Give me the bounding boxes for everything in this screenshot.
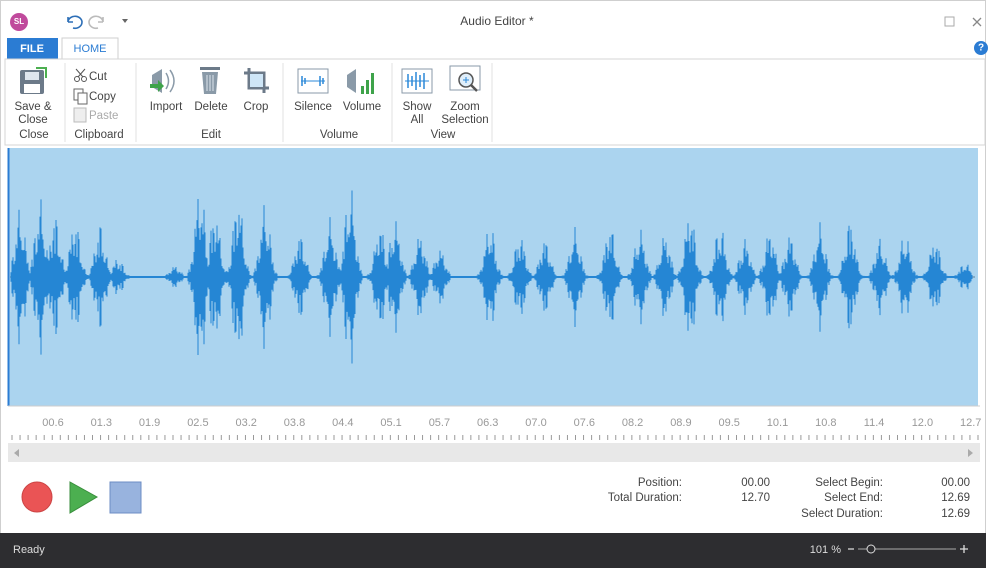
info-value: 12.69 <box>941 492 970 504</box>
redo-button[interactable] <box>88 15 104 30</box>
waveform <box>10 190 973 364</box>
time-label: 01.3 <box>91 417 112 429</box>
scrollbar[interactable] <box>8 443 980 462</box>
time-label: 07.6 <box>574 417 595 429</box>
button-label[interactable]: Zoom <box>450 101 479 113</box>
scroll-left[interactable] <box>14 449 19 457</box>
volume-icon <box>347 69 374 94</box>
file-tab[interactable] <box>7 38 58 59</box>
maximize-button[interactable] <box>944 16 955 27</box>
close-button[interactable] <box>972 17 982 27</box>
timeline: 00.6 01.3 01.9 02.5 03.2 03.8 04.4 05.1 05.7 06.3… <box>8 405 981 440</box>
save-close-icon <box>20 67 47 94</box>
time-label: 11.4 <box>864 417 885 429</box>
copy-icon <box>73 88 88 105</box>
time-label: 07.0 <box>525 417 546 429</box>
cut-icon <box>74 68 87 82</box>
time-label: 08.2 <box>622 417 643 429</box>
button-label[interactable]: Save & <box>14 101 51 113</box>
button-label[interactable]: All <box>411 114 424 126</box>
group-label: Edit <box>201 129 222 141</box>
scroll-right[interactable] <box>968 449 973 457</box>
button-label[interactable]: Import <box>150 101 183 113</box>
time-label: 00.6 <box>42 417 63 429</box>
time-label: 12.0 <box>912 417 933 429</box>
button-label[interactable]: Cut <box>89 71 108 83</box>
button-label[interactable]: Selection <box>441 114 488 126</box>
status-bar <box>0 533 986 568</box>
crop-icon <box>244 68 269 93</box>
info-label: Select Begin: <box>815 477 883 489</box>
status-text: Ready <box>13 544 45 556</box>
help-icon: ? <box>978 43 984 54</box>
info-label: Total Duration: <box>608 492 682 504</box>
group-label: Volume <box>320 129 358 141</box>
app-icon-text: SL <box>14 17 24 26</box>
info-value: 00.00 <box>941 477 970 489</box>
delete-icon <box>200 67 220 94</box>
time-label: 09.5 <box>718 417 739 429</box>
info-label: Select End: <box>824 492 883 504</box>
button-label[interactable]: Crop <box>244 101 269 113</box>
group-separators <box>64 63 493 142</box>
time-label: 08.9 <box>670 417 691 429</box>
show-all-icon <box>401 68 433 94</box>
tab-label: HOME <box>74 43 107 55</box>
info-value: 12.70 <box>741 492 770 504</box>
time-label: 06.3 <box>477 417 498 429</box>
ribbon <box>4 58 986 146</box>
button-label[interactable]: Volume <box>343 101 381 113</box>
time-label: 03.2 <box>235 417 256 429</box>
zoom-slider-thumb[interactable] <box>866 544 876 554</box>
info-label: Select Duration: <box>801 508 883 520</box>
time-label: 02.5 <box>187 417 208 429</box>
button-label[interactable]: Silence <box>294 101 332 113</box>
app-icon <box>10 13 28 31</box>
info-value: 00.00 <box>741 477 770 489</box>
button-label[interactable]: Delete <box>194 101 227 113</box>
stop-button[interactable] <box>109 481 142 514</box>
zoom-buttons[interactable] <box>848 545 968 553</box>
time-label: 03.8 <box>284 417 305 429</box>
time-label: 05.7 <box>429 417 450 429</box>
button-label: Paste <box>89 110 118 122</box>
time-label: 05.1 <box>380 417 401 429</box>
button-label[interactable]: Show <box>403 101 432 113</box>
import-icon <box>150 69 175 93</box>
silence-icon <box>297 68 329 94</box>
time-label: 01.9 <box>139 417 160 429</box>
help-button[interactable] <box>974 41 988 55</box>
group-label: View <box>431 129 456 141</box>
info-value: 12.69 <box>941 508 970 520</box>
button-label[interactable]: Close <box>18 114 47 126</box>
group-label: Clipboard <box>74 129 123 141</box>
undo-button[interactable] <box>67 15 83 30</box>
home-tab[interactable] <box>61 37 119 59</box>
time-label: 04.4 <box>332 417 353 429</box>
time-label: 10.1 <box>767 417 788 429</box>
group-label: Close <box>19 129 48 141</box>
window-title: Audio Editor * <box>460 14 534 28</box>
play-button[interactable] <box>69 481 99 514</box>
time-label: 10.8 <box>815 417 836 429</box>
record-button[interactable] <box>21 481 53 513</box>
tab-label: FILE <box>20 43 44 55</box>
zoom-selection-icon <box>449 65 481 92</box>
paste-icon <box>73 107 87 123</box>
time-label: 12.7 <box>960 417 981 429</box>
zoom-level: 101 % <box>810 544 841 556</box>
button-label[interactable]: Copy <box>89 91 116 103</box>
quick-access-dropdown[interactable] <box>122 19 128 23</box>
info-label: Position: <box>638 477 682 489</box>
